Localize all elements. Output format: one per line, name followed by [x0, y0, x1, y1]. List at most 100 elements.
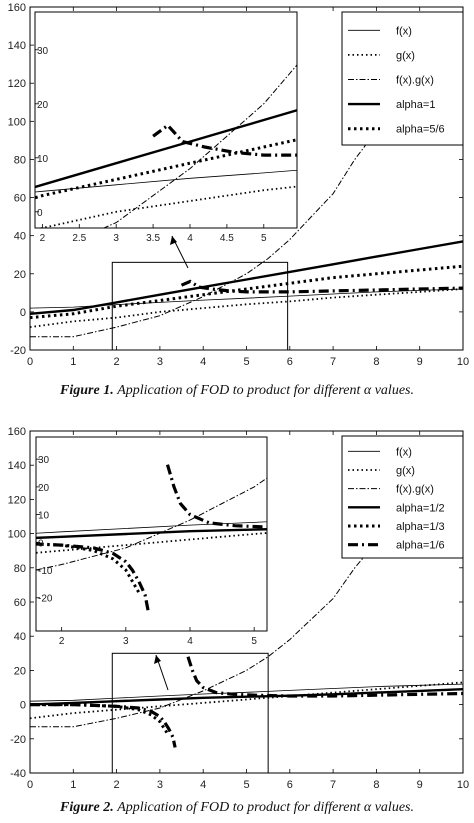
inset-series-2-line	[36, 477, 267, 571]
x-tick-label: 9	[417, 779, 423, 791]
x-tick-label: 3	[157, 779, 163, 791]
legend-box	[341, 435, 464, 559]
y-tick-label: 160	[8, 426, 26, 438]
main-series-5-line	[30, 703, 177, 748]
inset-plot: 2 3 4 5 -20 -10 0 10 20 30	[35, 436, 268, 647]
y-tick-label: 120	[8, 78, 26, 90]
x-tick-label: 8	[373, 356, 379, 368]
x-tick-label: 4	[200, 779, 206, 791]
y-tick-label: 140	[8, 460, 26, 472]
legend: f(x) g(x) f(x).g(x) alpha=1 alpha=5/6	[341, 11, 464, 146]
x-tick-label: 7	[330, 779, 336, 791]
y-tick-label: 80	[14, 563, 26, 575]
legend-label: g(x)	[396, 465, 415, 477]
inset-x-tick-label: 4	[187, 233, 193, 244]
x-tick-label: 8	[373, 779, 379, 791]
y-tick-label: 0	[20, 307, 26, 319]
y-tick-label: 60	[14, 597, 26, 609]
legend-label: alpha=1/6	[396, 540, 445, 552]
inset-series-4-line	[36, 542, 140, 593]
main-series-5-line	[180, 279, 463, 294]
x-tick-label: 7	[330, 356, 336, 368]
x-tick-label: 1	[70, 779, 76, 791]
inset-y-tick-label: 20	[38, 483, 50, 494]
inset-x-tick-label: 3	[123, 636, 129, 647]
main-series-4-line	[30, 703, 170, 737]
y-tick-label: 20	[14, 665, 26, 677]
main-series-3-line	[30, 240, 463, 315]
y-tick-label: 140	[8, 40, 26, 52]
x-tick-label: 2	[114, 779, 120, 791]
inset-x-tick-label: 5	[251, 636, 257, 647]
inset-y-tick-label: 30	[38, 455, 50, 466]
inset-plot: 2 2.5 3 3.5 4 4.5 5 0 10 20 30	[34, 11, 298, 244]
inset-series-4-line	[35, 138, 297, 200]
x-tick-label: 0	[27, 779, 33, 791]
y-tick-label: 160	[8, 2, 26, 14]
inset-y-tick-label: 10	[37, 154, 49, 165]
y-tick-label: 120	[8, 494, 26, 506]
y-tick-label: 40	[14, 231, 26, 243]
inset-series-0-line	[36, 521, 267, 534]
inset-x-tick-label: 2	[40, 233, 46, 244]
inset-x-tick-label: 2.5	[72, 233, 86, 244]
x-tick-label: 6	[287, 356, 293, 368]
inset-x-tick-label: 3.5	[146, 233, 160, 244]
y-tick-label: 40	[14, 631, 26, 643]
inset-x-tick-label: 2	[59, 636, 65, 647]
x-tick-label: 6	[287, 779, 293, 791]
x-tick-label: 2	[114, 356, 120, 368]
main-series-1-line	[30, 288, 463, 328]
legend-label: g(x)	[396, 50, 415, 62]
inset-y-tick-label: 0	[38, 538, 44, 549]
inset-x-tick-label: 5	[261, 233, 267, 244]
inset-series-0-line	[35, 169, 297, 193]
zoom-arrow-head	[170, 236, 177, 245]
x-tick-label: 10	[457, 356, 469, 368]
plot-frame	[29, 6, 464, 351]
inset-x-tick-label: 4	[187, 636, 193, 647]
x-tick-label: 4	[200, 356, 206, 368]
legend-label: f(x)	[396, 25, 412, 37]
x-tick-label: 5	[243, 356, 249, 368]
figure-2-caption: Figure 2. Application of FOD to product …	[60, 800, 414, 815]
zoom-box	[111, 261, 289, 351]
inset-x-tick-label: 3	[113, 233, 119, 244]
x-tick-label: 9	[417, 356, 423, 368]
legend-label: alpha=5/6	[396, 124, 445, 136]
y-tick-label: 0	[20, 700, 26, 712]
inset-y-tick-label: 20	[37, 100, 49, 111]
y-tick-label: 80	[14, 154, 26, 166]
inset-y-tick-label: -20	[38, 594, 53, 605]
legend-label: f(x)	[396, 446, 412, 458]
x-tick-label: 0	[27, 356, 33, 368]
inset-y-tick-label: 30	[37, 46, 49, 57]
legend-label: f(x).g(x)	[396, 484, 434, 496]
inset-frame	[34, 11, 298, 229]
y-tick-label: -20	[10, 345, 26, 357]
zoom-arrow-head	[154, 655, 161, 664]
legend-label: alpha=1/3	[396, 521, 445, 533]
inset-y-tick-label: -10	[38, 566, 53, 577]
main-series-4-line	[30, 264, 463, 320]
inset-series-3-line	[35, 109, 297, 189]
inset-x-tick-label: 4.5	[220, 233, 234, 244]
y-tick-label: -40	[10, 768, 26, 780]
legend-box	[341, 11, 464, 146]
legend-label: alpha=1/2	[396, 502, 445, 514]
x-tick-label: 1	[70, 356, 76, 368]
legend-label: alpha=1	[396, 99, 435, 111]
x-tick-label: 10	[457, 779, 469, 791]
figure-1-caption: Figure 1. Application of FOD to product …	[60, 383, 414, 398]
legend-label: f(x).g(x)	[396, 75, 434, 87]
legend: f(x) g(x) f(x).g(x) alpha=1/2 alpha=1/3 alpha…	[341, 435, 464, 559]
main-series-3-line	[30, 688, 463, 706]
main-series-0-line	[30, 683, 463, 702]
inset-y-tick-label: 10	[38, 511, 50, 522]
y-tick-label: -20	[10, 734, 26, 746]
inset-y-tick-label: 0	[37, 208, 43, 219]
y-tick-label: 100	[8, 116, 26, 128]
y-tick-label: 100	[8, 529, 26, 541]
